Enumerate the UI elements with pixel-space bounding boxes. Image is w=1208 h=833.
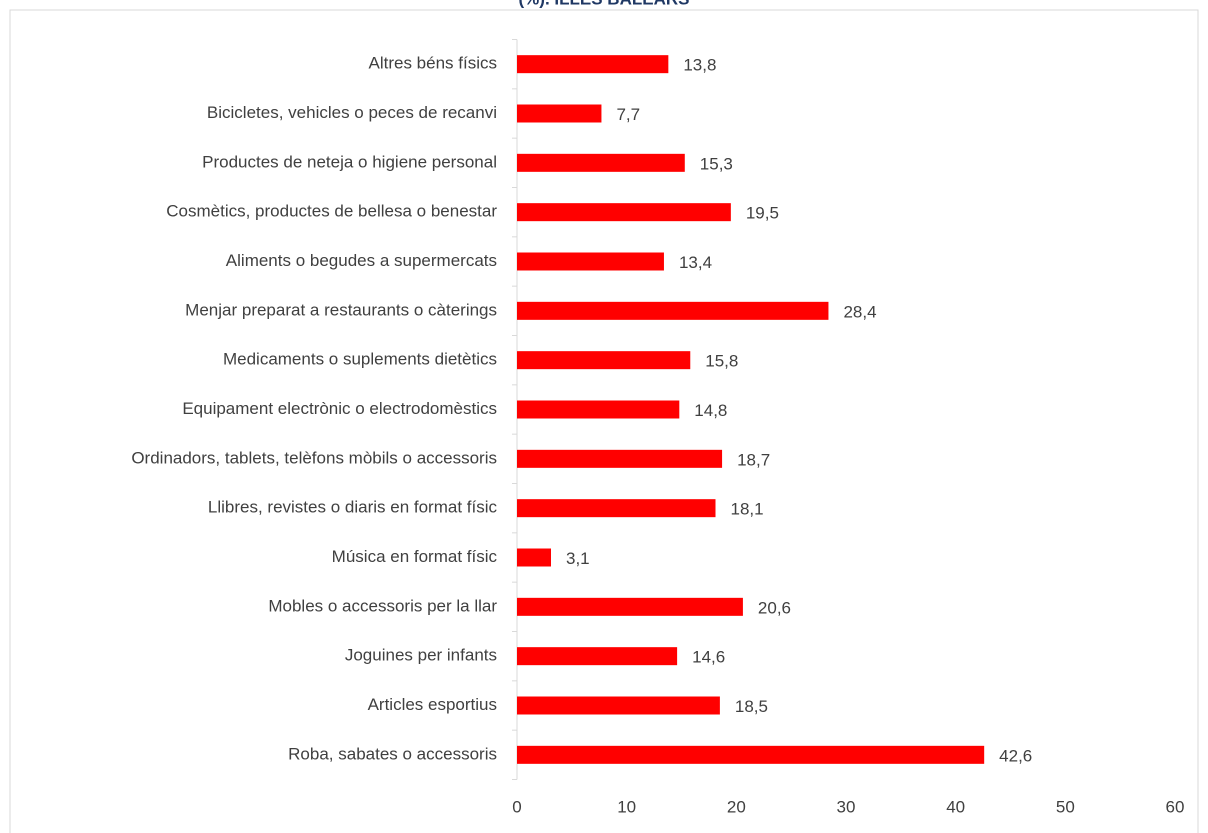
y-tick-label: Bicicletes, vehicles o peces de recanvi	[207, 103, 497, 122]
bar	[517, 696, 720, 715]
y-tick-label: Altres béns físics	[369, 54, 498, 73]
y-tick-label: Articles esportius	[368, 695, 497, 714]
bar	[517, 153, 685, 172]
value-label: 18,5	[735, 697, 768, 716]
y-tick-label: Equipament electrònic o electrodomèstics	[182, 399, 497, 418]
bar	[517, 745, 985, 764]
x-tick-label: 20	[727, 797, 746, 816]
value-label: 14,6	[692, 648, 725, 667]
value-label: 20,6	[758, 598, 791, 617]
y-tick-label: Ordinadors, tablets, telèfons mòbils o a…	[131, 448, 497, 467]
x-tick-label: 0	[512, 797, 521, 816]
y-tick-label: Cosmètics, productes de bellesa o benest…	[166, 202, 497, 221]
bar	[517, 203, 731, 222]
bar	[517, 548, 551, 567]
x-tick-label: 50	[1056, 797, 1075, 816]
x-tick-label: 10	[617, 797, 636, 816]
value-label: 15,3	[700, 154, 733, 173]
y-tick-label: Mobles o accessoris per la llar	[268, 596, 497, 615]
bar	[517, 400, 680, 419]
value-label: 28,4	[843, 302, 876, 321]
value-label: 19,5	[746, 204, 779, 223]
y-tick-label: Roba, sabates o accessoris	[288, 744, 497, 763]
bar	[517, 597, 743, 616]
value-label: 7,7	[616, 105, 640, 124]
y-tick-label: Medicaments o suplements dietètics	[223, 350, 497, 369]
bar	[517, 252, 664, 271]
x-tick-label: 30	[837, 797, 856, 816]
y-tick-label: Menjar preparat a restaurants o càtering…	[185, 300, 497, 319]
y-tick-label: Aliments o begudes a supermercats	[226, 251, 497, 270]
y-tick-label: Música en format físic	[332, 547, 498, 566]
value-label: 14,8	[694, 401, 727, 420]
bar	[517, 647, 678, 666]
value-label: 13,8	[683, 56, 716, 75]
x-tick-label: 40	[946, 797, 965, 816]
value-label: 15,8	[705, 352, 738, 371]
bar	[517, 499, 716, 518]
value-label: 3,1	[566, 549, 590, 568]
chart-title: (%). ILLES BALEARS	[519, 0, 690, 8]
chart-frame	[9, 9, 1199, 833]
bar	[517, 351, 691, 370]
value-label: 13,4	[679, 253, 712, 272]
x-tick-label: 60	[1166, 797, 1185, 816]
bar	[517, 104, 602, 123]
bar	[517, 449, 723, 468]
bar	[517, 55, 669, 74]
value-label: 42,6	[999, 746, 1032, 765]
y-tick-label: Productes de neteja o higiene personal	[202, 152, 497, 171]
bar	[517, 301, 829, 320]
y-tick-label: Llibres, revistes o diaris en format fís…	[208, 498, 498, 517]
value-label: 18,7	[737, 450, 770, 469]
y-tick-label: Joguines per infants	[345, 646, 497, 665]
value-label: 18,1	[730, 500, 763, 519]
